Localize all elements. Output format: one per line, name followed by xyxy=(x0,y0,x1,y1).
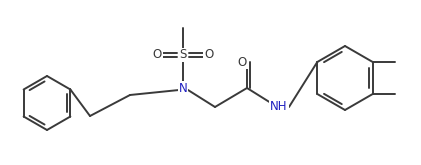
Text: O: O xyxy=(237,55,247,68)
Text: O: O xyxy=(152,49,162,62)
Text: N: N xyxy=(179,82,187,95)
Text: O: O xyxy=(204,49,213,62)
Text: NH: NH xyxy=(270,100,288,114)
Text: S: S xyxy=(179,49,187,62)
